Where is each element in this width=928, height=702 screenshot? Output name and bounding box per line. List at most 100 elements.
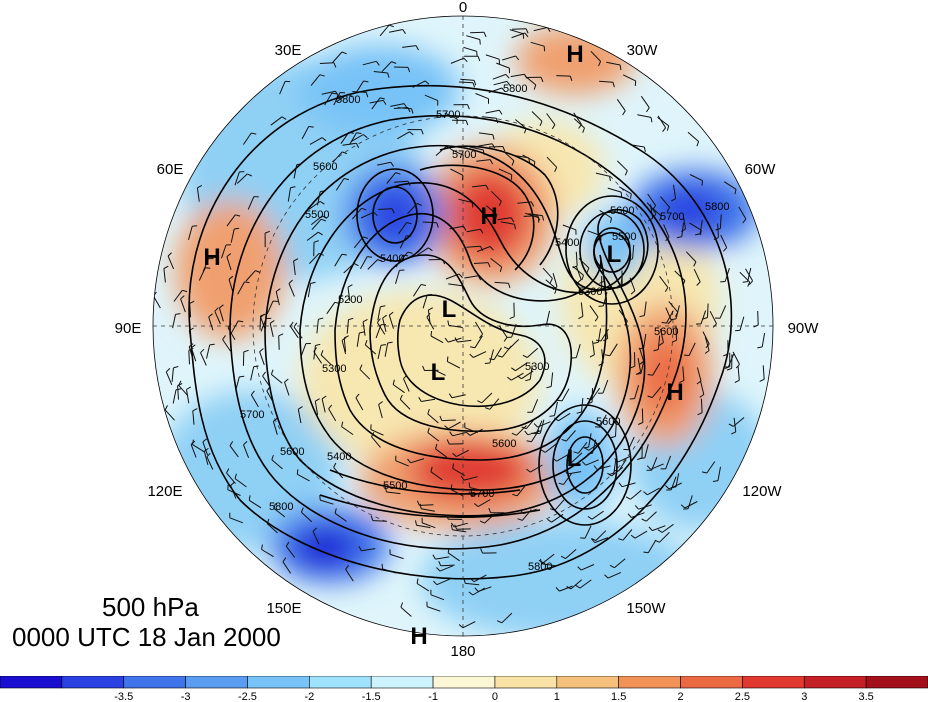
wind-barb-flag	[436, 567, 441, 572]
wind-barb-flag	[391, 61, 397, 64]
wind-barb-flag	[492, 134, 495, 140]
wind-barb	[552, 273, 558, 287]
wind-barb-flag	[229, 441, 234, 446]
wind-barb	[665, 307, 672, 321]
wind-barb	[346, 319, 349, 334]
wind-barb	[485, 54, 500, 60]
wind-barb	[675, 326, 678, 341]
wind-barb	[164, 409, 175, 421]
wind-barb-flag	[433, 580, 438, 586]
wind-barb-flag	[598, 305, 604, 307]
wind-barb	[364, 344, 377, 355]
wind-barb	[682, 215, 686, 229]
wind-barb	[527, 430, 542, 436]
wind-barb-flag	[208, 313, 213, 318]
wind-barb-flag	[572, 265, 578, 269]
wind-barb	[637, 114, 652, 118]
wind-barb	[412, 80, 426, 88]
wind-barb	[634, 530, 648, 539]
wind-barb	[388, 315, 394, 329]
wind-barb-flag	[540, 449, 546, 453]
wind-barb	[575, 344, 581, 358]
wind-barb-flag	[702, 317, 708, 320]
wind-barb	[660, 328, 664, 343]
wind-barb-flag	[472, 82, 476, 88]
wind-barb	[447, 337, 462, 343]
wind-barb	[451, 394, 466, 399]
wind-barb-flag	[484, 407, 491, 410]
wind-barb	[301, 511, 313, 523]
wind-barb-flag	[446, 514, 449, 520]
wind-barb-flag	[726, 367, 732, 371]
contour-label: 5500	[612, 231, 636, 243]
wind-barb-flag	[219, 304, 224, 309]
wind-barb-flag	[391, 208, 395, 214]
wind-barb-flag	[676, 236, 682, 239]
wind-barb-flag	[499, 266, 503, 272]
colorbar-tick-label: -1	[428, 691, 438, 702]
wind-barb-flag	[664, 287, 669, 293]
wind-barb	[192, 444, 205, 453]
wind-barb	[496, 62, 510, 69]
wind-barb-flag	[465, 431, 471, 436]
wind-barb	[660, 196, 670, 208]
wind-barb	[556, 453, 570, 462]
wind-barb	[163, 268, 166, 283]
lon-label-60w: 60W	[745, 161, 777, 178]
wind-barb-flag	[581, 461, 587, 466]
wind-barb	[637, 358, 642, 372]
wind-barb-flag	[624, 170, 628, 176]
wind-barb-flag	[501, 87, 506, 93]
colorbar: -3.5 -3 -2.5 -2 -1.5 -1 0 1 1.5 2 2.5 3 3.5	[0, 676, 928, 702]
wind-barb-flag	[175, 313, 181, 315]
wind-barb-flag	[406, 222, 412, 225]
wind-barb-flag	[479, 39, 481, 45]
wind-barb-flag	[380, 305, 386, 308]
wind-barb	[632, 244, 635, 259]
wind-barb	[262, 375, 271, 388]
wind-barb	[188, 226, 193, 241]
wind-barb-flag	[596, 289, 602, 293]
wind-barb-flag	[630, 534, 636, 539]
wind-barb	[316, 319, 319, 334]
wind-barb-flag	[260, 313, 266, 317]
wind-barb-flag	[467, 104, 470, 110]
wind-barb	[528, 213, 543, 217]
wind-barb-flag	[419, 503, 422, 509]
wind-barb	[343, 263, 355, 274]
wind-barb-flag	[525, 379, 531, 382]
wind-barb	[570, 579, 583, 590]
wind-barb-flag	[320, 350, 324, 356]
wind-barb-flag	[609, 176, 611, 182]
wind-barb-flag	[461, 285, 464, 291]
wind-barb-flag	[345, 565, 349, 570]
wind-barb-flag	[624, 320, 628, 326]
wind-barb-flag	[222, 335, 226, 340]
wind-barb	[571, 452, 583, 463]
wind-barb	[173, 289, 183, 302]
wind-barb-flag	[728, 423, 734, 427]
wind-barb	[407, 203, 418, 215]
wind-barb	[563, 472, 573, 485]
lon-label-30w: 30W	[627, 42, 659, 59]
wind-barb-flag	[598, 61, 602, 67]
wind-barb	[317, 191, 321, 206]
wind-barb-flag	[463, 57, 468, 63]
wind-barb	[390, 553, 404, 560]
wind-barb-flag	[363, 80, 369, 83]
wind-barb	[422, 294, 428, 309]
wind-barb-flag	[296, 163, 302, 166]
wind-barb-flag	[415, 45, 419, 51]
wind-barb	[737, 366, 740, 381]
wind-barb	[674, 270, 686, 281]
wind-barb-flag	[388, 24, 394, 28]
wind-barb-flag	[517, 518, 523, 521]
wind-barb	[440, 564, 455, 567]
wind-barb	[237, 281, 245, 295]
wind-barb	[379, 24, 390, 37]
lon-label-150w: 150W	[626, 600, 666, 617]
wind-barb	[482, 116, 497, 119]
wind-barb	[389, 29, 403, 33]
colorbar-box	[432, 676, 496, 689]
contour-label: 5400	[555, 237, 579, 249]
